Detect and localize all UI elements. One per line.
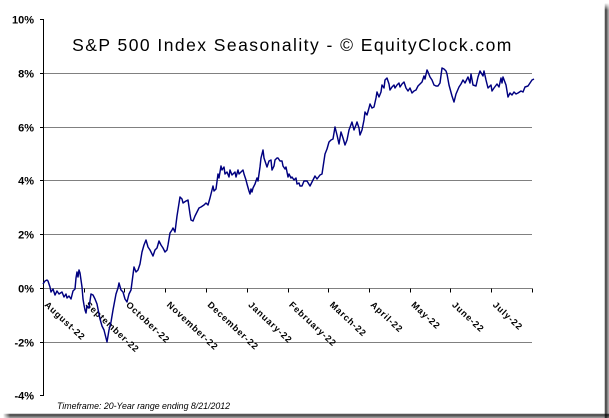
svg-text:Timeframe: 20-Year range endin: Timeframe: 20-Year range ending 8/21/201… <box>57 401 230 411</box>
svg-text:4%: 4% <box>18 176 34 188</box>
svg-text:0%: 0% <box>18 284 34 296</box>
svg-text:10%: 10% <box>12 15 34 27</box>
svg-text:May-22: May-22 <box>409 300 442 332</box>
svg-text:6%: 6% <box>18 123 34 135</box>
svg-text:S&P 500 Index Seasonality - ©: S&P 500 Index Seasonality - © EquityCloc… <box>72 35 513 55</box>
svg-text:April-22: April-22 <box>369 300 405 335</box>
svg-text:June-22: June-22 <box>450 300 486 335</box>
svg-text:August-22: August-22 <box>43 300 88 343</box>
svg-text:2%: 2% <box>18 230 34 242</box>
svg-text:March-22: March-22 <box>328 300 369 339</box>
svg-text:8%: 8% <box>18 69 34 81</box>
svg-text:-4%: -4% <box>14 391 34 403</box>
svg-text:-2%: -2% <box>14 338 34 350</box>
svg-text:July-22: July-22 <box>491 300 525 333</box>
